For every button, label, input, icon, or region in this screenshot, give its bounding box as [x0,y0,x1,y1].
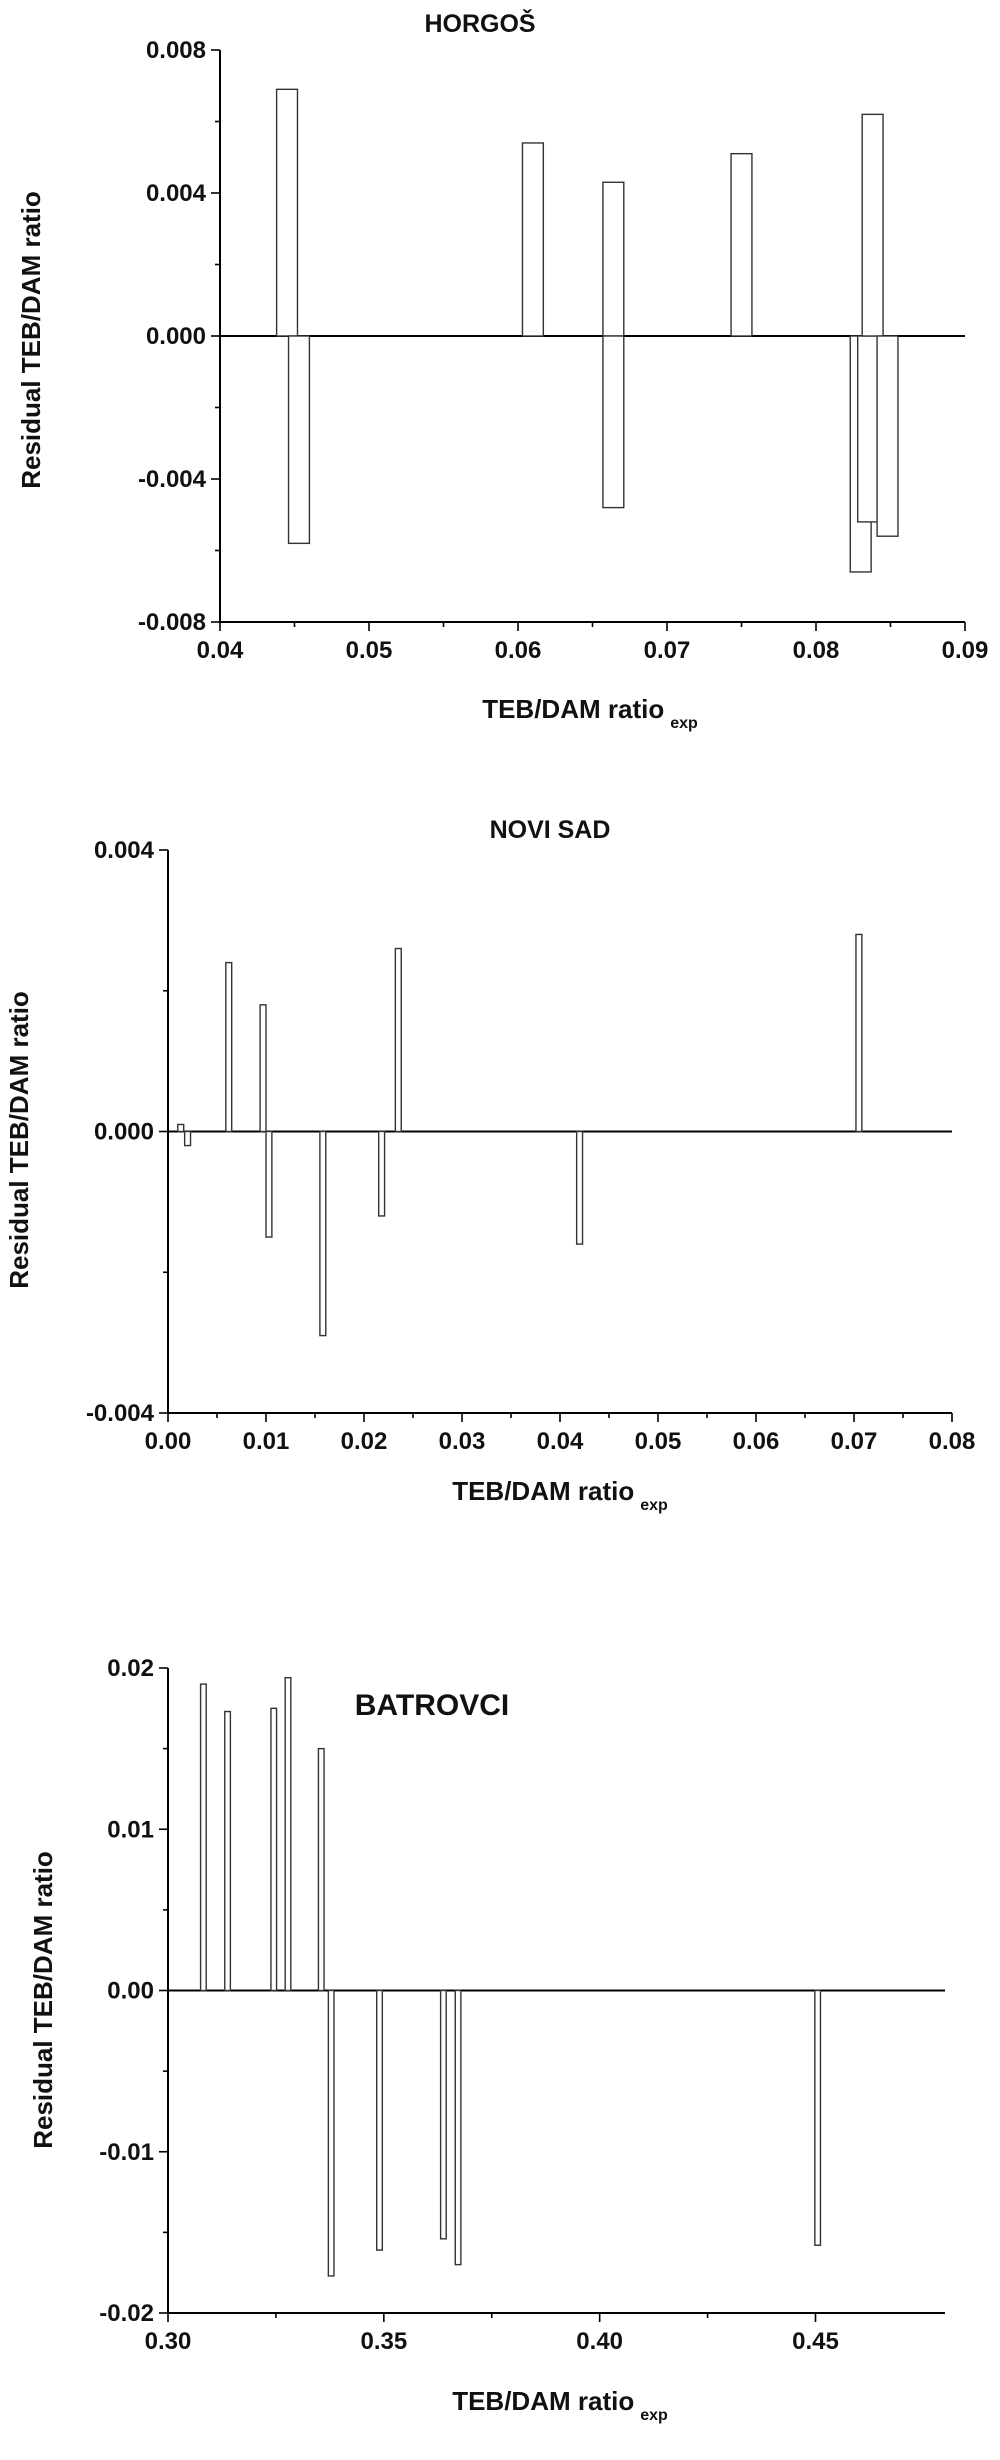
y-tick-label: -0.02 [99,2300,154,2327]
residual-bar [730,152,753,337]
y-axis-title: Residual TEB/DAM ratio [4,991,34,1289]
residual-bar [319,1130,327,1337]
y-tick-label: 0.004 [146,180,207,207]
x-tick-label: 0.08 [793,637,840,664]
residual-bar [861,113,884,337]
x-tick-label: 0.09 [942,637,989,664]
x-tick-label: 0.06 [495,637,542,664]
x-tick-label: 0.35 [360,2328,407,2355]
x-tick-label: 0.30 [145,2328,192,2355]
residual-bar [259,1004,267,1133]
residual-bar [376,1989,384,2251]
residual-bar [814,1989,822,2246]
x-tick-label: 0.08 [929,1428,976,1455]
y-tick-label: 0.01 [107,1816,154,1843]
chart-horgos: HORGOŠ 0.04 0.05 0.06 0.07 0.08 0.09 -0.008 -0.… [0,0,1000,760]
x-tick-label: 0.02 [341,1428,388,1455]
residual-bar [876,335,899,537]
x-tick-label: 0.01 [243,1428,290,1455]
y-tick-label: 0.02 [107,1655,154,1682]
residual-bar [454,1989,462,2266]
residual-bar [857,335,880,523]
chart-title: BATROVCI [355,1689,509,1722]
x-tick-label: 0.04 [197,637,244,664]
residual-bar [602,181,625,337]
residual-bar [317,1747,325,1992]
x-axis-title: TEB/DAM ratio exp [452,2386,668,2424]
residual-bar [602,335,625,509]
x-axis-title: TEB/DAM ratio exp [452,1476,668,1514]
residual-bar [378,1130,386,1217]
x-tick-label: 0.06 [733,1428,780,1455]
x-tick-label: 0.05 [635,1428,682,1455]
residual-bar [270,1707,278,1992]
x-tick-label: 0.40 [576,2328,623,2355]
residual-bar [284,1676,292,1992]
x-tick-label: 0.07 [644,637,691,664]
residual-bar [327,1989,335,2277]
y-axis-title: Residual TEB/DAM ratio [28,1851,58,2149]
residual-bar [855,933,863,1133]
residual-bar [275,88,299,337]
y-tick-label: -0.01 [99,2139,154,2166]
residual-bar [521,142,545,337]
chart-horgos-svg: HORGOŠ 0.04 0.05 0.06 0.07 0.08 0.09 -0.008 -0.… [16,8,989,732]
y-tick-label: 0.000 [94,1119,154,1146]
x-tick-label: 0.07 [831,1428,878,1455]
residual-bar [265,1130,273,1238]
y-tick-label: -0.004 [86,1400,155,1427]
y-tick-label: -0.004 [138,466,207,493]
residual-bar [199,1683,207,1992]
x-tick-label: 0.00 [145,1428,192,1455]
y-tick-label: 0.00 [107,1978,154,2005]
y-axis-title: Residual TEB/DAM ratio [16,191,46,489]
x-tick-label: 0.03 [439,1428,486,1455]
y-tick-label: 0.000 [146,323,206,350]
x-tick-label: 0.45 [792,2328,839,2355]
chart-batrovci: BATROVCI 0.30 0.35 0.40 0.45 -0.02 -0.01 0.00 0… [0,1620,1000,2460]
x-tick-label: 0.04 [537,1428,584,1455]
residual-bar [394,947,402,1133]
residual-bar [225,961,233,1133]
residual-bar [224,1710,232,1992]
x-tick-label: 0.05 [346,637,393,664]
chart-title: NOVI SAD [490,816,611,844]
y-tick-label: -0.008 [138,609,206,636]
residual-bar [439,1989,447,2240]
residual-bar [575,1130,584,1245]
y-tick-label: 0.004 [94,837,155,864]
residual-bar [177,1123,185,1133]
chart-batrovci-svg: BATROVCI 0.30 0.35 0.40 0.45 -0.02 -0.01 0.00 0… [28,1655,945,2424]
chart-title: HORGOŠ [424,8,535,38]
residual-bar [287,335,311,545]
residual-bar [183,1130,192,1147]
y-tick-label: 0.008 [146,37,206,64]
chart-novi-sad-svg: NOVI SAD 0.00 0.01 0.02 0.03 0.04 0.05 0.06 0.0… [4,816,976,1514]
chart-novi-sad: NOVI SAD 0.00 0.01 0.02 0.03 0.04 0.05 0.06 0.0… [0,780,1000,1540]
x-axis-title: TEB/DAM ratio exp [482,694,698,732]
